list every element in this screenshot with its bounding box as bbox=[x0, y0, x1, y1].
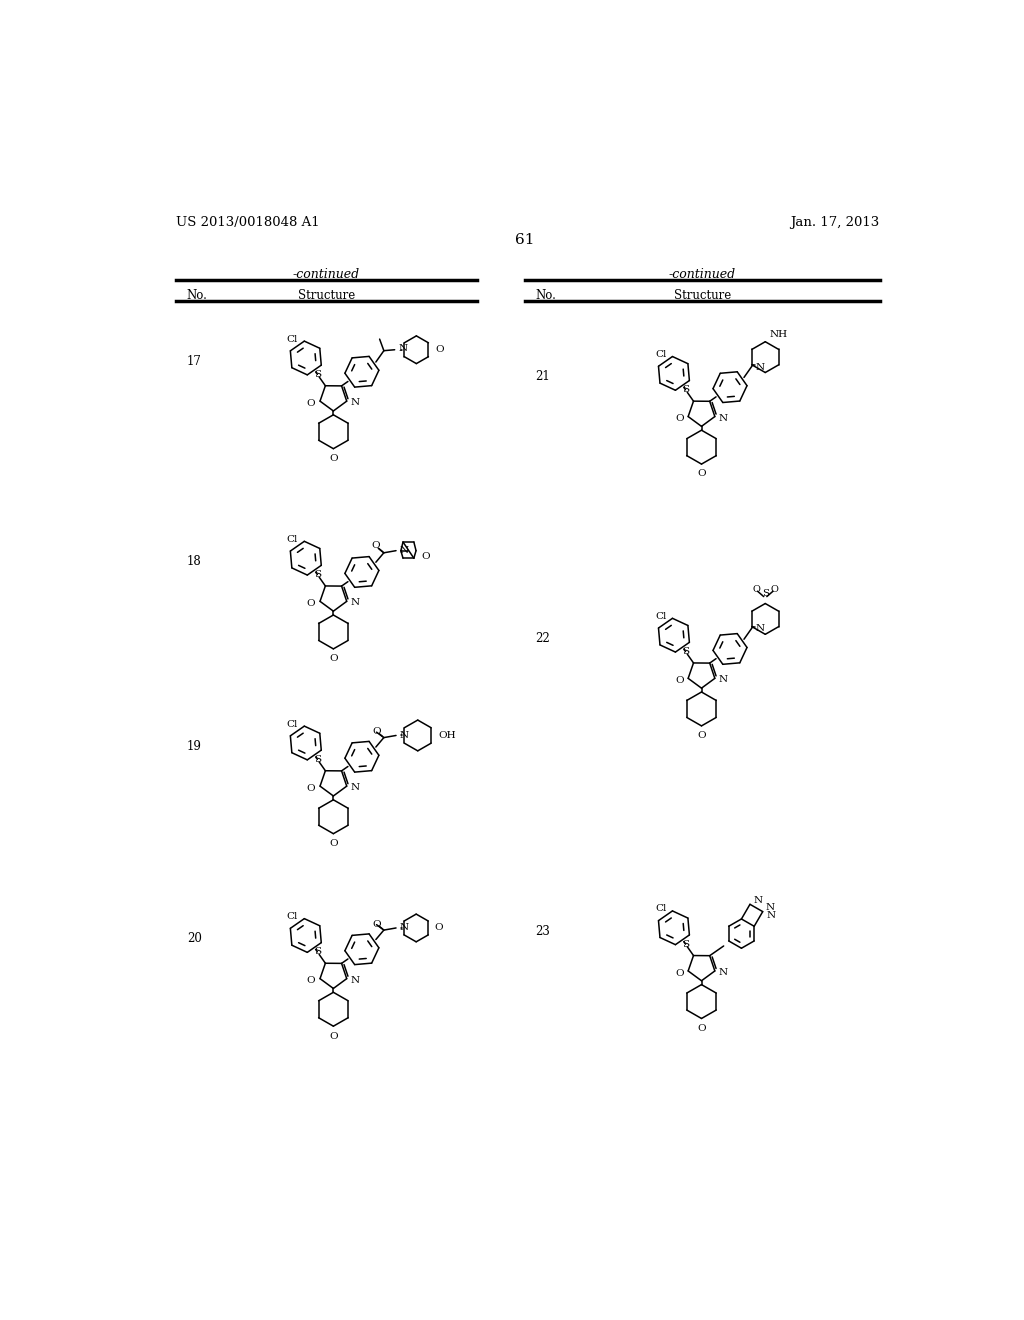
Text: N: N bbox=[399, 546, 409, 556]
Text: 61: 61 bbox=[515, 234, 535, 247]
Text: O: O bbox=[329, 454, 338, 463]
Text: US 2013/0018048 A1: US 2013/0018048 A1 bbox=[176, 216, 319, 230]
Text: O: O bbox=[422, 552, 430, 561]
Text: 17: 17 bbox=[187, 355, 202, 368]
Text: NH: NH bbox=[769, 330, 787, 339]
Text: S: S bbox=[313, 755, 321, 764]
Text: O: O bbox=[697, 470, 706, 478]
Text: N: N bbox=[719, 676, 728, 684]
Text: N: N bbox=[398, 345, 408, 354]
Text: -continued: -continued bbox=[669, 268, 736, 281]
Text: Structure: Structure bbox=[298, 289, 355, 302]
Text: O: O bbox=[329, 655, 338, 663]
Text: O: O bbox=[329, 1032, 338, 1040]
Text: O: O bbox=[675, 676, 683, 685]
Text: O: O bbox=[697, 731, 706, 741]
Text: Cl: Cl bbox=[287, 334, 298, 343]
Text: S: S bbox=[313, 370, 321, 379]
Text: Cl: Cl bbox=[655, 904, 667, 913]
Text: 21: 21 bbox=[536, 370, 551, 383]
Text: S: S bbox=[313, 570, 321, 579]
Text: 19: 19 bbox=[187, 739, 202, 752]
Text: N: N bbox=[350, 975, 359, 985]
Text: Jan. 17, 2013: Jan. 17, 2013 bbox=[791, 216, 880, 230]
Text: OH: OH bbox=[438, 731, 456, 741]
Text: N: N bbox=[754, 896, 763, 906]
Text: O: O bbox=[675, 969, 683, 978]
Text: N: N bbox=[350, 399, 359, 407]
Text: O: O bbox=[435, 346, 443, 354]
Text: Cl: Cl bbox=[287, 912, 298, 921]
Text: O: O bbox=[771, 585, 778, 594]
Text: O: O bbox=[752, 585, 760, 594]
Text: N: N bbox=[399, 924, 409, 932]
Text: S: S bbox=[682, 647, 689, 656]
Text: O: O bbox=[373, 727, 381, 737]
Text: Cl: Cl bbox=[287, 719, 298, 729]
Text: S: S bbox=[313, 948, 321, 957]
Text: O: O bbox=[307, 977, 315, 986]
Text: N: N bbox=[766, 903, 775, 912]
Text: O: O bbox=[434, 924, 442, 932]
Text: 20: 20 bbox=[187, 932, 202, 945]
Text: 23: 23 bbox=[536, 924, 551, 937]
Text: S: S bbox=[682, 940, 689, 949]
Text: N: N bbox=[350, 598, 359, 607]
Text: Cl: Cl bbox=[287, 535, 298, 544]
Text: O: O bbox=[372, 541, 380, 550]
Text: O: O bbox=[697, 1024, 706, 1032]
Text: S: S bbox=[682, 385, 689, 395]
Text: O: O bbox=[307, 599, 315, 609]
Text: No.: No. bbox=[536, 289, 556, 302]
Text: O: O bbox=[329, 840, 338, 847]
Text: O: O bbox=[307, 399, 315, 408]
Text: N: N bbox=[756, 624, 765, 634]
Text: N: N bbox=[719, 413, 728, 422]
Text: O: O bbox=[675, 414, 683, 424]
Text: 18: 18 bbox=[187, 554, 202, 568]
Text: O: O bbox=[373, 920, 381, 929]
Text: N: N bbox=[399, 731, 409, 741]
Text: O: O bbox=[307, 784, 315, 793]
Text: Cl: Cl bbox=[655, 350, 667, 359]
Text: 22: 22 bbox=[536, 632, 551, 645]
Text: Cl: Cl bbox=[655, 611, 667, 620]
Text: N: N bbox=[767, 911, 776, 920]
Text: S: S bbox=[762, 589, 769, 598]
Text: N: N bbox=[756, 363, 765, 372]
Text: N: N bbox=[719, 968, 728, 977]
Text: Structure: Structure bbox=[674, 289, 731, 302]
Text: -continued: -continued bbox=[293, 268, 360, 281]
Text: N: N bbox=[350, 783, 359, 792]
Text: No.: No. bbox=[187, 289, 208, 302]
